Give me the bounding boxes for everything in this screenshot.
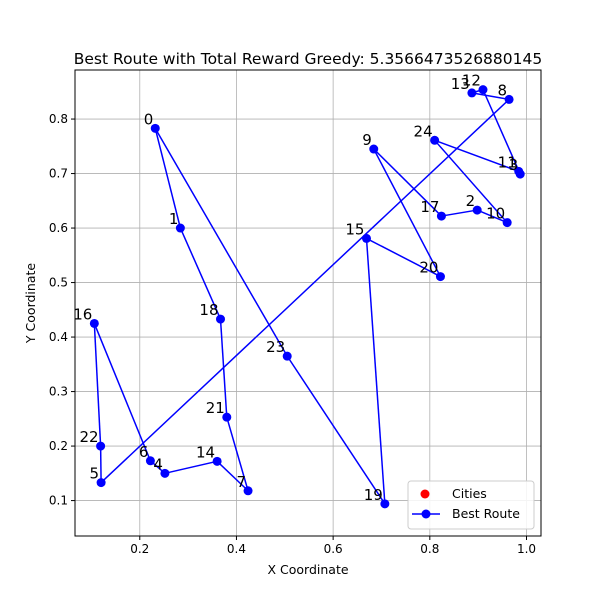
- city-label-15: 15: [345, 220, 364, 238]
- y-tick-label: 0.3: [49, 385, 68, 399]
- y-tick-label: 0.7: [49, 167, 68, 181]
- city-label-24: 24: [414, 122, 433, 140]
- city-label-10: 10: [486, 205, 505, 223]
- y-tick-label: 0.5: [49, 276, 68, 290]
- city-point-8: [504, 94, 514, 104]
- x-axis-label: X Coordinate: [267, 562, 348, 577]
- city-point-6: [145, 456, 155, 466]
- city-label-14: 14: [196, 443, 215, 461]
- route-lines: [93, 88, 521, 505]
- route-segment-12-3: [482, 89, 521, 175]
- route-segment-9-20: [373, 148, 442, 277]
- city-label-2: 2: [466, 192, 476, 210]
- route-segment-24-10: [434, 139, 508, 224]
- route-segment-0-1: [154, 128, 182, 229]
- grid: [75, 70, 541, 536]
- city-point-1: [175, 223, 185, 233]
- city-point-2: [472, 205, 482, 215]
- city-point-16: [89, 318, 99, 328]
- route-segment-15-19: [365, 238, 386, 504]
- legend-route-marker: [421, 509, 431, 519]
- route-segment-14-4: [164, 460, 218, 475]
- y-tick-label: 0.4: [49, 330, 68, 344]
- city-point-17: [436, 211, 446, 221]
- city-point-7: [243, 486, 253, 496]
- city-label-20: 20: [419, 259, 438, 277]
- city-point-15: [361, 233, 371, 243]
- city-point-14: [212, 456, 222, 466]
- route-segment-23-0: [154, 127, 288, 357]
- city-label-6: 6: [139, 443, 149, 461]
- x-tick-label: 0.4: [227, 542, 246, 556]
- route-points: [89, 85, 525, 509]
- city-label-22: 22: [80, 428, 99, 446]
- route-segment-8-13: [471, 92, 510, 101]
- x-tick-label: 0.8: [420, 542, 439, 556]
- city-label-5: 5: [90, 465, 100, 483]
- route-segment-16-22: [93, 323, 102, 447]
- legend-box: [407, 480, 535, 530]
- city-label-16: 16: [73, 305, 92, 323]
- route-segment-20-15: [366, 237, 441, 278]
- legend-cities-marker: [420, 489, 430, 499]
- city-label-7: 7: [237, 473, 247, 491]
- route-segment-7-14: [216, 460, 249, 492]
- city-point-4: [160, 468, 170, 478]
- x-tick-label: 1.0: [517, 542, 536, 556]
- legend-cities-label: Cities: [452, 486, 487, 501]
- y-tick-label: 0.1: [49, 494, 68, 508]
- city-point-9: [369, 144, 379, 154]
- route-segment-1-18: [179, 227, 222, 320]
- city-point-19: [380, 499, 390, 509]
- city-point-24: [430, 135, 440, 145]
- y-tick-label: 0.8: [49, 112, 68, 126]
- city-point-12: [478, 85, 488, 95]
- city-point-13: [467, 88, 477, 98]
- city-label-17: 17: [420, 198, 439, 216]
- chart-title: Best Route with Total Reward Greedy: 5.3…: [74, 50, 542, 68]
- city-label-11: 11: [498, 153, 517, 171]
- city-point-0: [150, 123, 160, 133]
- y-tick-label: 0.6: [49, 221, 68, 235]
- route-segment-17-9: [373, 148, 442, 217]
- y-axis-label: Y Coordinate: [23, 263, 38, 344]
- x-tick-label: 0.2: [130, 542, 149, 556]
- city-label-21: 21: [206, 399, 225, 417]
- city-label-3: 3: [509, 156, 519, 174]
- city-point-23: [282, 351, 292, 361]
- city-label-19: 19: [364, 486, 383, 504]
- city-label-4: 4: [153, 455, 163, 473]
- route-segment-21-7: [226, 416, 249, 491]
- y-axis-ticks: 0.1 0.2 0.3 0.4 0.5 0.6 0.7 0.8: [49, 112, 75, 508]
- city-label-23: 23: [266, 338, 285, 356]
- city-point-20: [435, 272, 445, 282]
- city-label-8: 8: [498, 81, 508, 99]
- legend-route-label: Best Route: [452, 506, 520, 521]
- route-segment-19-23: [286, 355, 386, 505]
- legend: Cities Best Route: [407, 480, 535, 530]
- city-label-9: 9: [362, 131, 372, 149]
- city-label-12: 12: [462, 72, 481, 90]
- route-segment-6-16: [93, 323, 152, 462]
- route-segment-10-2: [476, 209, 508, 224]
- city-point-10: [502, 218, 512, 228]
- city-label-0: 0: [144, 110, 154, 128]
- city-label-18: 18: [199, 301, 218, 319]
- plot-frame: [74, 69, 542, 537]
- city-point-21: [222, 412, 232, 422]
- city-label-1: 1: [169, 210, 179, 228]
- x-axis-ticks: 0.2 0.4 0.6 0.8 1.0: [130, 536, 536, 556]
- x-tick-label: 0.6: [324, 542, 343, 556]
- route-segment-2-17: [441, 209, 478, 217]
- city-point-5: [96, 478, 106, 488]
- city-point-22: [96, 441, 106, 451]
- route-segment-5-8: [100, 98, 510, 484]
- route-segment-11-24: [434, 139, 520, 173]
- city-point-11: [514, 166, 524, 176]
- y-tick-label: 0.2: [49, 439, 68, 453]
- city-point-18: [216, 314, 226, 324]
- city-label-13: 13: [451, 75, 470, 93]
